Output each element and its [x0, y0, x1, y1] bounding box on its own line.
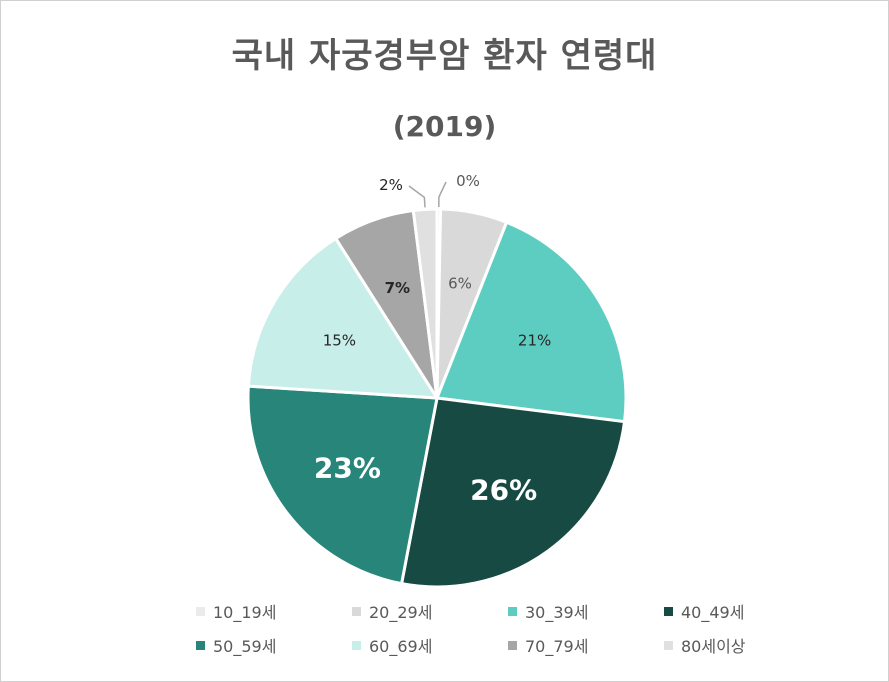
- legend-swatch: [196, 640, 205, 650]
- legend-item-10_19세: 10_19세: [196, 600, 276, 622]
- legend-item-60_69세: 60_69세: [352, 634, 432, 656]
- data-label-50_59세: 23%: [314, 451, 381, 484]
- chart-subtitle: (2019): [392, 110, 497, 143]
- legend-swatch: [508, 606, 517, 616]
- legend-swatch: [664, 606, 673, 616]
- legend-item-50_59세: 50_59세: [196, 634, 276, 656]
- pie-slice-40_49세: [399, 396, 627, 589]
- legend-label: 10_19세: [213, 603, 277, 622]
- data-label-30_39세: 21%: [518, 332, 551, 350]
- legend-item-20_29세: 20_29세: [352, 600, 432, 622]
- pie-slice-30_39세: [434, 220, 628, 424]
- data-label-70_79세: 7%: [385, 279, 410, 297]
- legend-swatch: [508, 640, 517, 650]
- legend-item-40_49세: 40_49세: [664, 600, 744, 622]
- legend-swatch: [352, 606, 361, 616]
- legend-item-70_79세: 70_79세: [508, 634, 588, 656]
- chart-title: 국내 자궁경부암 환자 연령대: [231, 36, 658, 76]
- legend-label: 60_69세: [369, 637, 433, 656]
- leader-line-80세이상: [408, 185, 426, 208]
- legend-label: 30_39세: [525, 603, 589, 622]
- pie-slice-50_59세: [246, 384, 439, 586]
- data-label-40_49세: 26%: [470, 474, 537, 507]
- leader-line-10_19세: [438, 181, 447, 208]
- data-label-20_29세: 6%: [448, 274, 472, 292]
- data-label-10_19세: 0%: [456, 172, 480, 190]
- legend-swatch: [196, 606, 205, 616]
- legend-item-30_39세: 30_39세: [508, 600, 588, 622]
- pie-slice-60_69세: [246, 236, 440, 400]
- legend-item-80세이상: 80세이상: [664, 634, 746, 656]
- legend-label: 80세이상: [681, 637, 746, 656]
- legend-swatch: [664, 640, 673, 650]
- data-label-60_69세: 15%: [323, 332, 356, 350]
- data-label-80세이상: 2%: [379, 176, 403, 194]
- pie-slice-80세이상: [411, 207, 439, 399]
- legend-swatch: [352, 640, 361, 650]
- legend-label: 20_29세: [369, 603, 433, 622]
- legend-label: 70_79세: [525, 637, 589, 656]
- legend-label: 40_49세: [681, 603, 745, 622]
- legend-label: 50_59세: [213, 637, 277, 656]
